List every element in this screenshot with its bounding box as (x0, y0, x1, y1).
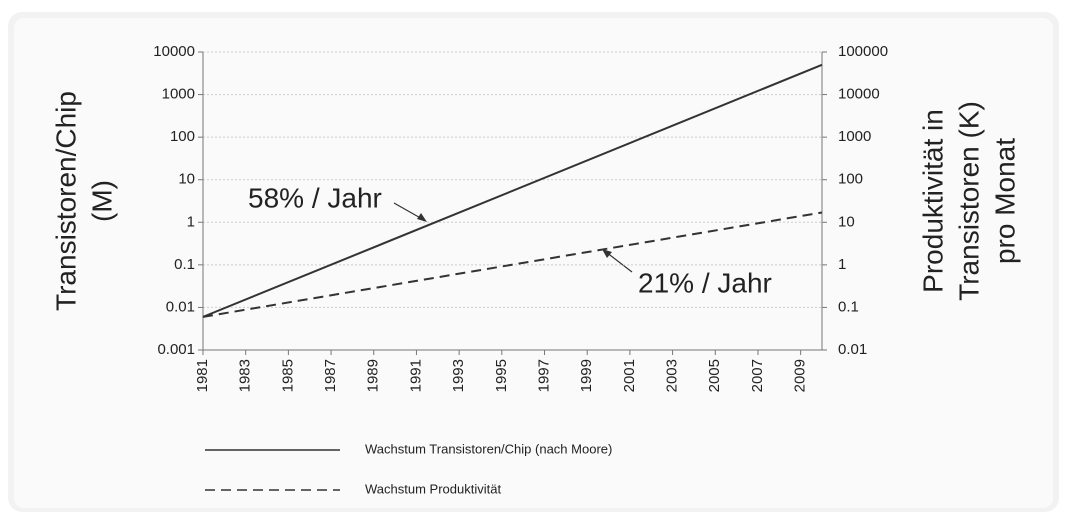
x-tick-label: 1993 (450, 359, 467, 392)
y-axis-label: Transistoren/Chip (50, 91, 81, 311)
y2-tick-label: 1 (838, 256, 846, 273)
y2-tick-label: 10 (838, 213, 855, 230)
x-tick-label: 1997 (535, 359, 552, 392)
annotation: 21% / Jahr (638, 267, 772, 298)
line (202, 63, 823, 318)
x-tick-label: 1987 (322, 359, 339, 392)
x-tick-label: 1989 (365, 359, 382, 392)
legend-label: Wachstum Produktivität (365, 481, 501, 496)
x-tick-label: 2003 (664, 359, 681, 392)
x-tick-label: 1985 (279, 359, 296, 392)
legend-label: Wachstum Transistoren/Chip (nach Moore) (365, 441, 612, 456)
x-tick-label: 2009 (792, 359, 809, 392)
arrowhead (602, 249, 612, 258)
y2-axis-label: Transistoren (K) (953, 101, 984, 301)
x-tick-label: 1999 (578, 359, 595, 392)
y-tick-label: 100 (170, 128, 195, 145)
x-tick-label: 1983 (237, 359, 254, 392)
x-tick-label: 2007 (749, 359, 766, 392)
y2-axis-label: pro Monat (989, 138, 1020, 264)
y-tick-label: 10 (178, 171, 195, 188)
line (202, 211, 823, 318)
y2-tick-label: 100 (838, 171, 863, 188)
y-tick-label: 1 (187, 213, 195, 230)
x-tick-label: 1981 (194, 359, 211, 392)
y2-tick-label: 10000 (838, 86, 880, 103)
x-tick-label: 1991 (407, 359, 424, 392)
y-axis-label: (M) (86, 180, 117, 222)
annotation: 58% / Jahr (248, 182, 382, 213)
y2-tick-label: 100000 (838, 43, 888, 60)
x-tick-label: 2001 (621, 359, 638, 392)
y2-tick-label: 1000 (838, 128, 871, 145)
y2-tick-label: 0.1 (838, 298, 859, 315)
y-tick-label: 1000 (162, 86, 195, 103)
y-tick-label: 0.1 (174, 256, 195, 273)
y-tick-label: 0.01 (166, 298, 195, 315)
y-tick-label: 10000 (153, 43, 195, 60)
x-tick-label: 2005 (706, 359, 723, 392)
y-tick-label: 0.001 (157, 341, 195, 358)
y2-tick-label: 0.01 (838, 341, 867, 358)
y2-axis-label: Produktivität in (917, 109, 948, 293)
panel-inner (14, 18, 1053, 508)
annotation-arrow (605, 251, 633, 273)
arrowhead (417, 213, 427, 222)
x-tick-label: 1995 (493, 359, 510, 392)
